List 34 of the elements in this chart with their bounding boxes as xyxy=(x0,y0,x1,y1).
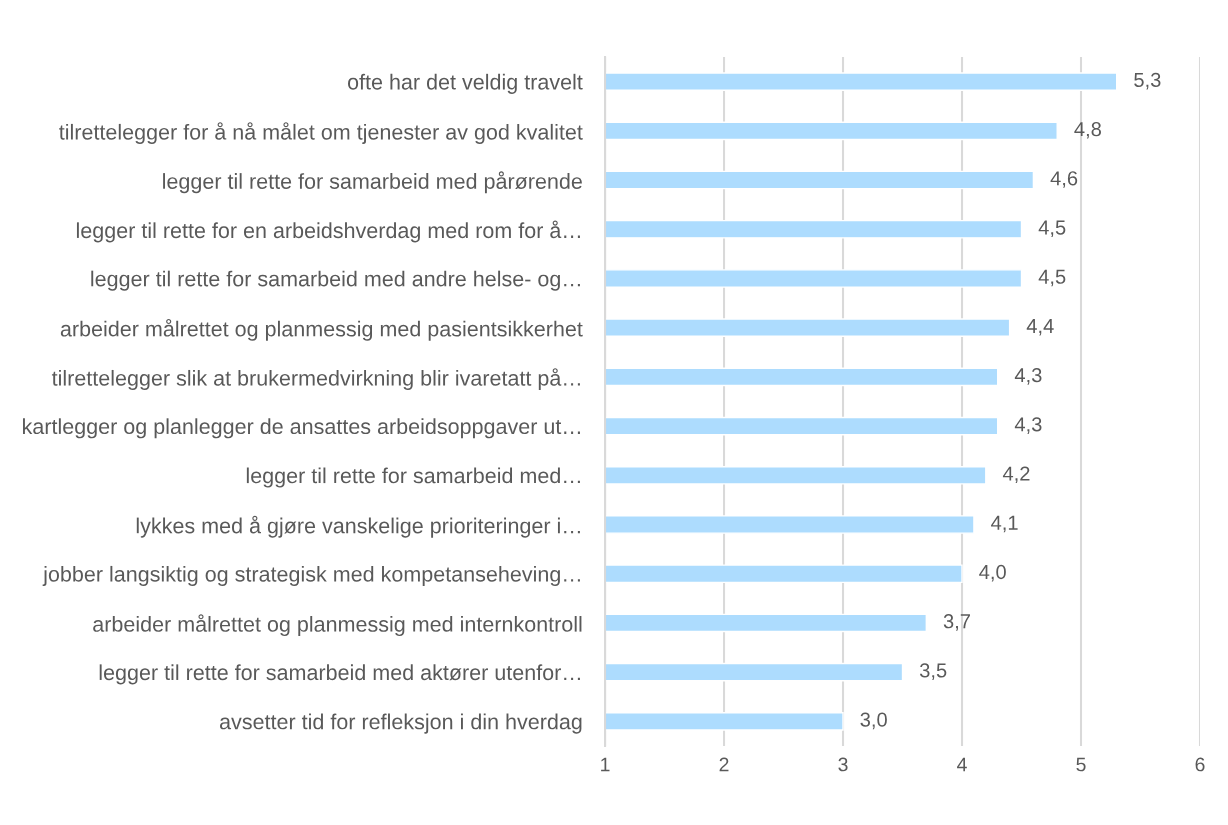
data-label: 4,0 xyxy=(979,564,1006,582)
y-tick-label: legger til rette for samarbeid med pårørende xyxy=(163,171,582,194)
data-label: 4,6 xyxy=(1050,171,1078,188)
data-label: 3,5 xyxy=(919,663,947,680)
x-tick-label: 6 xyxy=(1195,757,1205,772)
data-label: 4,5 xyxy=(1038,220,1066,238)
data-label: 4,5 xyxy=(1038,269,1066,287)
y-tick-label: arbeider målrettet og planmessig med pasientsikkerhet xyxy=(60,318,583,341)
data-label: 3,0 xyxy=(860,712,887,730)
y-tick-label: arbeider målrettet og planmessig med internkontroll xyxy=(93,614,582,637)
y-tick-label: jobber langsiktig og strategisk med kompetanseheving… xyxy=(42,565,580,586)
y-tick-label: tilrettelegger slik at brukermedvirkning blir ivaretatt på… xyxy=(51,368,580,391)
y-tick-label: lykkes med å gjøre vanskelige prioriteringer i… xyxy=(136,515,580,538)
y-tick-label: legger til rette for samarbeid med… xyxy=(246,467,580,488)
y-tick-label: legger til rette for samarbeid med aktører utenfor… xyxy=(99,664,580,685)
data-label: 4,3 xyxy=(1014,417,1042,434)
data-label: 4,8 xyxy=(1074,121,1101,139)
x-tick-label: 3 xyxy=(838,757,848,772)
y-tick-label: avsetter tid for refleksjon i din hverdag xyxy=(219,713,582,734)
x-tick-label: 4 xyxy=(957,757,967,772)
data-label: 4,4 xyxy=(1026,319,1054,336)
data-label: 4,2 xyxy=(1002,466,1030,484)
y-tick-label: ofte har det veldig travelt xyxy=(347,73,583,94)
data-label: 4,3 xyxy=(1014,368,1042,385)
x-tick-label: 1 xyxy=(601,757,610,772)
data-label: 3,7 xyxy=(943,614,970,631)
y-tick-label: legger til rette for en arbeidshverdag med rom for å… xyxy=(76,220,580,243)
x-tick-label: 2 xyxy=(719,757,729,772)
y-tick-label: kartlegger og planlegger de ansattes arbeidsoppgaver ut… xyxy=(23,418,580,439)
data-label: 4,1 xyxy=(991,515,1018,533)
data-label: 5,3 xyxy=(1134,72,1161,90)
x-tick-label: 5 xyxy=(1076,757,1086,772)
y-tick-label: tilrettelegger for å nå målet om tjenester av god kvalitet xyxy=(59,122,583,144)
y-tick-label: legger til rette for samarbeid med andre helse- og… xyxy=(91,270,580,291)
